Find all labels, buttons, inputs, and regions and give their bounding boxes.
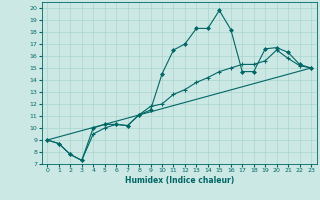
X-axis label: Humidex (Indice chaleur): Humidex (Indice chaleur)	[124, 176, 234, 185]
